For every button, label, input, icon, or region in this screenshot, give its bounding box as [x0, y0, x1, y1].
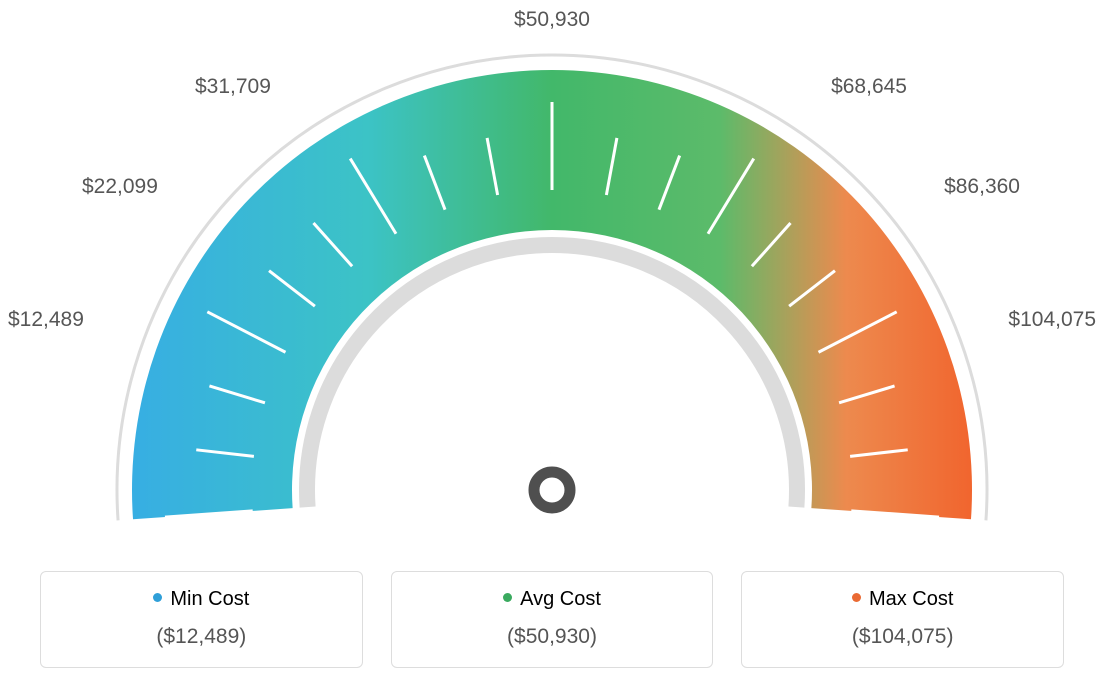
- max-cost-value: ($104,075): [752, 625, 1053, 649]
- min-cost-value: ($12,489): [51, 625, 352, 649]
- cost-gauge-widget: $12,489 $22,099 $31,709 $50,930 $68,645 $86,3…: [0, 0, 1104, 690]
- max-cost-bullet-icon: [852, 593, 861, 602]
- gauge-scale-label: $22,099: [82, 175, 158, 199]
- avg-cost-bullet-icon: [503, 593, 512, 602]
- max-cost-card: Max Cost ($104,075): [741, 571, 1064, 668]
- gauge-scale-label: $31,709: [195, 75, 271, 99]
- max-cost-title-text: Max Cost: [869, 588, 953, 610]
- gauge-chart: $12,489 $22,099 $31,709 $50,930 $68,645 $86,3…: [0, 0, 1104, 555]
- summary-cards-row: Min Cost ($12,489) Avg Cost ($50,930) Ma…: [40, 571, 1064, 668]
- gauge-scale-label: $50,930: [514, 8, 590, 32]
- gauge-svg: [0, 0, 1104, 555]
- min-cost-bullet-icon: [153, 593, 162, 602]
- avg-cost-title-text: Avg Cost: [520, 588, 601, 610]
- avg-cost-value: ($50,930): [402, 625, 703, 649]
- min-cost-title: Min Cost: [51, 588, 352, 611]
- gauge-scale-label: $86,360: [944, 175, 1020, 199]
- avg-cost-card: Avg Cost ($50,930): [391, 571, 714, 668]
- min-cost-card: Min Cost ($12,489): [40, 571, 363, 668]
- max-cost-title: Max Cost: [752, 588, 1053, 611]
- gauge-scale-label: $68,645: [831, 75, 907, 99]
- gauge-scale-label: $104,075: [1008, 308, 1096, 332]
- min-cost-title-text: Min Cost: [170, 588, 249, 610]
- avg-cost-title: Avg Cost: [402, 588, 703, 611]
- gauge-scale-label: $12,489: [8, 308, 84, 332]
